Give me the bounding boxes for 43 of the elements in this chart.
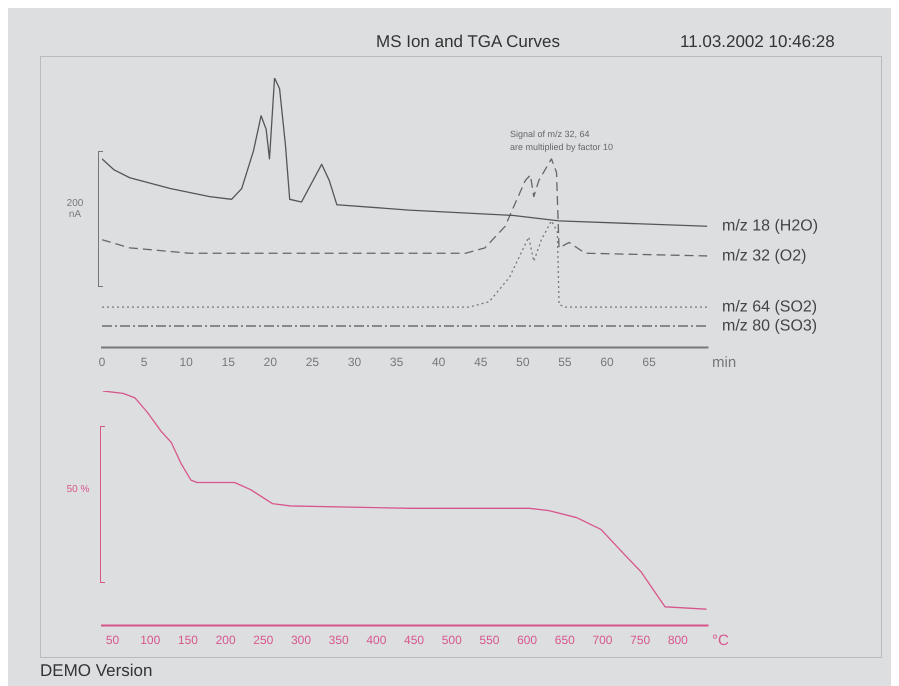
y-axis-title: 50 % [66, 484, 90, 495]
x-tick-label: 20 [264, 355, 278, 370]
x-tick-label: 300 [290, 633, 312, 648]
x-tick-label: 800 [668, 633, 688, 648]
x-tick-label: 25 [306, 355, 320, 370]
x-tick-label: 55 [558, 355, 572, 370]
x-tick-label: 700 [592, 633, 613, 648]
x-tick-label: 150 [178, 633, 198, 648]
x-axis-title: °C [712, 632, 729, 650]
series-label: m/z 64 (SO2) [722, 298, 818, 316]
annotation: Signal of m/z 32, 64 [510, 129, 590, 139]
x-tick-label: 500 [442, 633, 462, 648]
x-tick-label: 60 [600, 355, 614, 370]
x-tick-label: 15 [222, 355, 236, 370]
series-label: m/z 80 (SO3) [722, 317, 818, 334]
text: DEMO Version [40, 661, 152, 681]
x-tick-label: 65 [642, 355, 656, 370]
x-tick-label: 350 [328, 633, 350, 648]
x-tick-label: 50 [106, 633, 120, 648]
text: 11.03.2002 10:46:28 [680, 32, 835, 52]
x-tick-label: 750 [630, 633, 650, 648]
x-tick-label: 30 [348, 355, 362, 370]
series-label: m/z 32 (O2) [722, 247, 806, 264]
x-tick-label: 35 [390, 355, 404, 370]
y-axis-title: 200 nA [66, 198, 84, 220]
x-tick-label: 200 [216, 633, 236, 648]
chart-title: MS Ion and TGA Curves [375, 32, 561, 52]
x-tick-label: 100 [140, 633, 161, 648]
x-tick-label: 650 [554, 633, 576, 648]
series-label: m/z 18 (H2O) [722, 218, 818, 235]
x-tick-label: 0 [98, 355, 106, 370]
x-tick-label: 600 [517, 633, 538, 648]
x-tick-label: 45 [474, 355, 488, 370]
x-axis-title: min [712, 354, 736, 372]
x-tick-label: 550 [479, 633, 500, 648]
x-tick-label: 10 [179, 355, 194, 370]
x-tick-label: 400 [366, 633, 387, 648]
x-tick-label: 450 [404, 633, 424, 648]
x-tick-label: 40 [432, 355, 446, 370]
x-tick-label: 5 [140, 355, 148, 370]
x-tick-label: 50 [516, 355, 530, 370]
x-tick-label: 250 [253, 633, 274, 648]
annotation: are multiplied by factor 10 [510, 142, 614, 152]
